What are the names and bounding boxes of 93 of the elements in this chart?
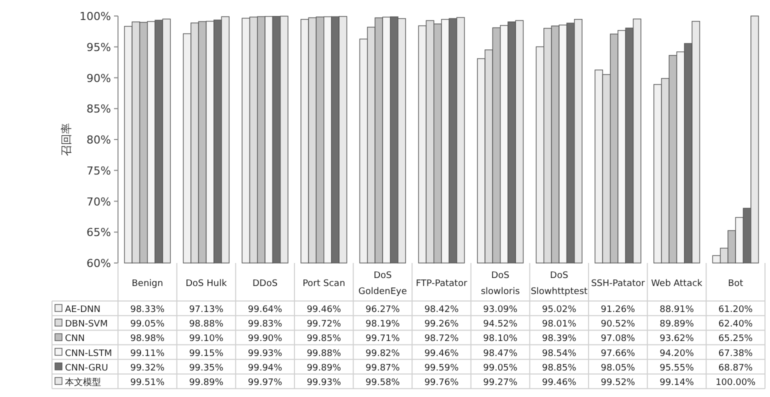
data-label: 99.64% (248, 305, 283, 315)
data-label: 98.54% (542, 348, 577, 359)
data-label: 99.15% (189, 348, 224, 359)
data-label: 99.89% (189, 378, 224, 388)
data-label: 99.87% (366, 363, 400, 374)
data-label: 99.72% (306, 320, 342, 330)
x-tick-label: Benign (132, 279, 164, 289)
data-label: 98.88% (189, 320, 224, 330)
data-label: 98.33% (130, 305, 166, 315)
data-label: 88.91% (660, 305, 694, 315)
data-label: 93.62% (660, 334, 694, 344)
data-label: 97.08% (600, 334, 636, 344)
data-label: 61.20% (718, 305, 754, 315)
y-axis-title: 召回率 (60, 123, 73, 156)
data-label: 98.01% (542, 320, 577, 330)
data-label: 99.93% (248, 348, 283, 359)
y-tick-label: 95% (86, 40, 111, 54)
x-tick-label: Web Attack (651, 279, 704, 289)
y-tick-label: 65% (86, 226, 111, 240)
data-label: 94.52% (483, 320, 518, 330)
x-tick-label: FTP-Patator (416, 279, 468, 289)
data-label: 99.11% (130, 348, 166, 359)
data-label: 98.72% (424, 334, 460, 344)
x-tick-label: Port Scan (302, 279, 346, 289)
data-label: 99.51% (130, 378, 166, 388)
data-label: 99.90% (248, 334, 283, 344)
data-label: 99.71% (366, 334, 400, 344)
data-label: 99.46% (424, 348, 460, 359)
x-tick-label: Bot (728, 279, 744, 289)
data-label: 96.27% (366, 305, 400, 315)
data-label: 99.76% (424, 378, 460, 388)
data-label: 100.00% (716, 378, 756, 388)
data-label: 68.87% (718, 363, 754, 374)
x-tick-label: DoS Hulk (186, 279, 228, 289)
y-tick-label: 85% (86, 102, 111, 116)
data-label: 98.10% (483, 334, 518, 344)
data-label: 99.59% (424, 363, 460, 374)
data-label: 99.26% (424, 320, 460, 330)
y-tick-label: 90% (86, 72, 111, 85)
data-label: 89.89% (660, 320, 694, 330)
legend-label: CNN-LSTM (65, 348, 112, 359)
y-tick-label: 100% (80, 10, 111, 23)
legend-label: AE-DNN (65, 305, 100, 315)
data-label: 99.94% (248, 363, 283, 374)
data-label: 99.82% (366, 348, 400, 359)
x-tick-label: DoS Slowhttptest (530, 271, 588, 297)
data-label: 95.02% (542, 305, 577, 315)
x-tick-label: SSH-Patator (591, 279, 646, 289)
data-label: 99.52% (600, 378, 636, 388)
y-tick-label: 75% (86, 164, 111, 178)
data-label: 62.40% (718, 320, 754, 330)
data-label: 94.20% (660, 348, 694, 359)
data-label: 93.09% (483, 305, 518, 315)
data-label: 98.98% (130, 334, 166, 344)
data-label: 99.05% (483, 363, 518, 374)
data-label: 99.05% (130, 320, 166, 330)
data-label: 99.83% (248, 320, 283, 330)
legend-label: 本文模型 (65, 377, 101, 388)
data-label: 99.89% (306, 363, 342, 374)
data-label: 91.26% (600, 305, 636, 315)
data-label: 98.05% (600, 363, 636, 374)
data-label: 97.13% (189, 305, 224, 315)
x-tick-label: DoS slowloris (480, 271, 520, 297)
data-label: 99.27% (483, 378, 518, 388)
data-label: 99.14% (660, 378, 694, 388)
data-label: 99.32% (130, 363, 166, 374)
legend-label: CNN (65, 334, 85, 344)
x-tick-label: DDoS (252, 279, 278, 289)
data-label: 99.85% (306, 334, 342, 344)
data-label: 97.66% (600, 348, 636, 359)
data-label: 99.58% (366, 378, 400, 388)
data-label: 99.97% (248, 378, 283, 388)
legend-label: DBN-SVM (65, 320, 108, 330)
data-label: 65.25% (718, 334, 754, 344)
data-label: 99.46% (542, 378, 577, 388)
data-label: 98.42% (424, 305, 460, 315)
data-label: 99.10% (189, 334, 224, 344)
data-label: 98.19% (366, 320, 400, 330)
data-label: 98.85% (542, 363, 577, 374)
y-tick-label: 60% (86, 257, 111, 270)
y-tick-label: 70% (86, 195, 111, 208)
data-label: 98.39% (542, 334, 577, 344)
data-label: 98.47% (483, 348, 518, 359)
x-tick-label: DoS GoldenEye (358, 271, 408, 297)
y-tick-label: 80% (86, 134, 111, 146)
data-label: 99.35% (189, 363, 224, 374)
data-label: 99.88% (306, 348, 342, 359)
data-label: 95.55% (660, 363, 694, 374)
legend-label: CNN-GRU (65, 363, 108, 374)
data-label: 67.38% (718, 348, 754, 359)
data-label: 99.46% (306, 305, 342, 315)
data-label: 99.93% (306, 378, 342, 388)
data-label: 90.52% (600, 320, 636, 330)
